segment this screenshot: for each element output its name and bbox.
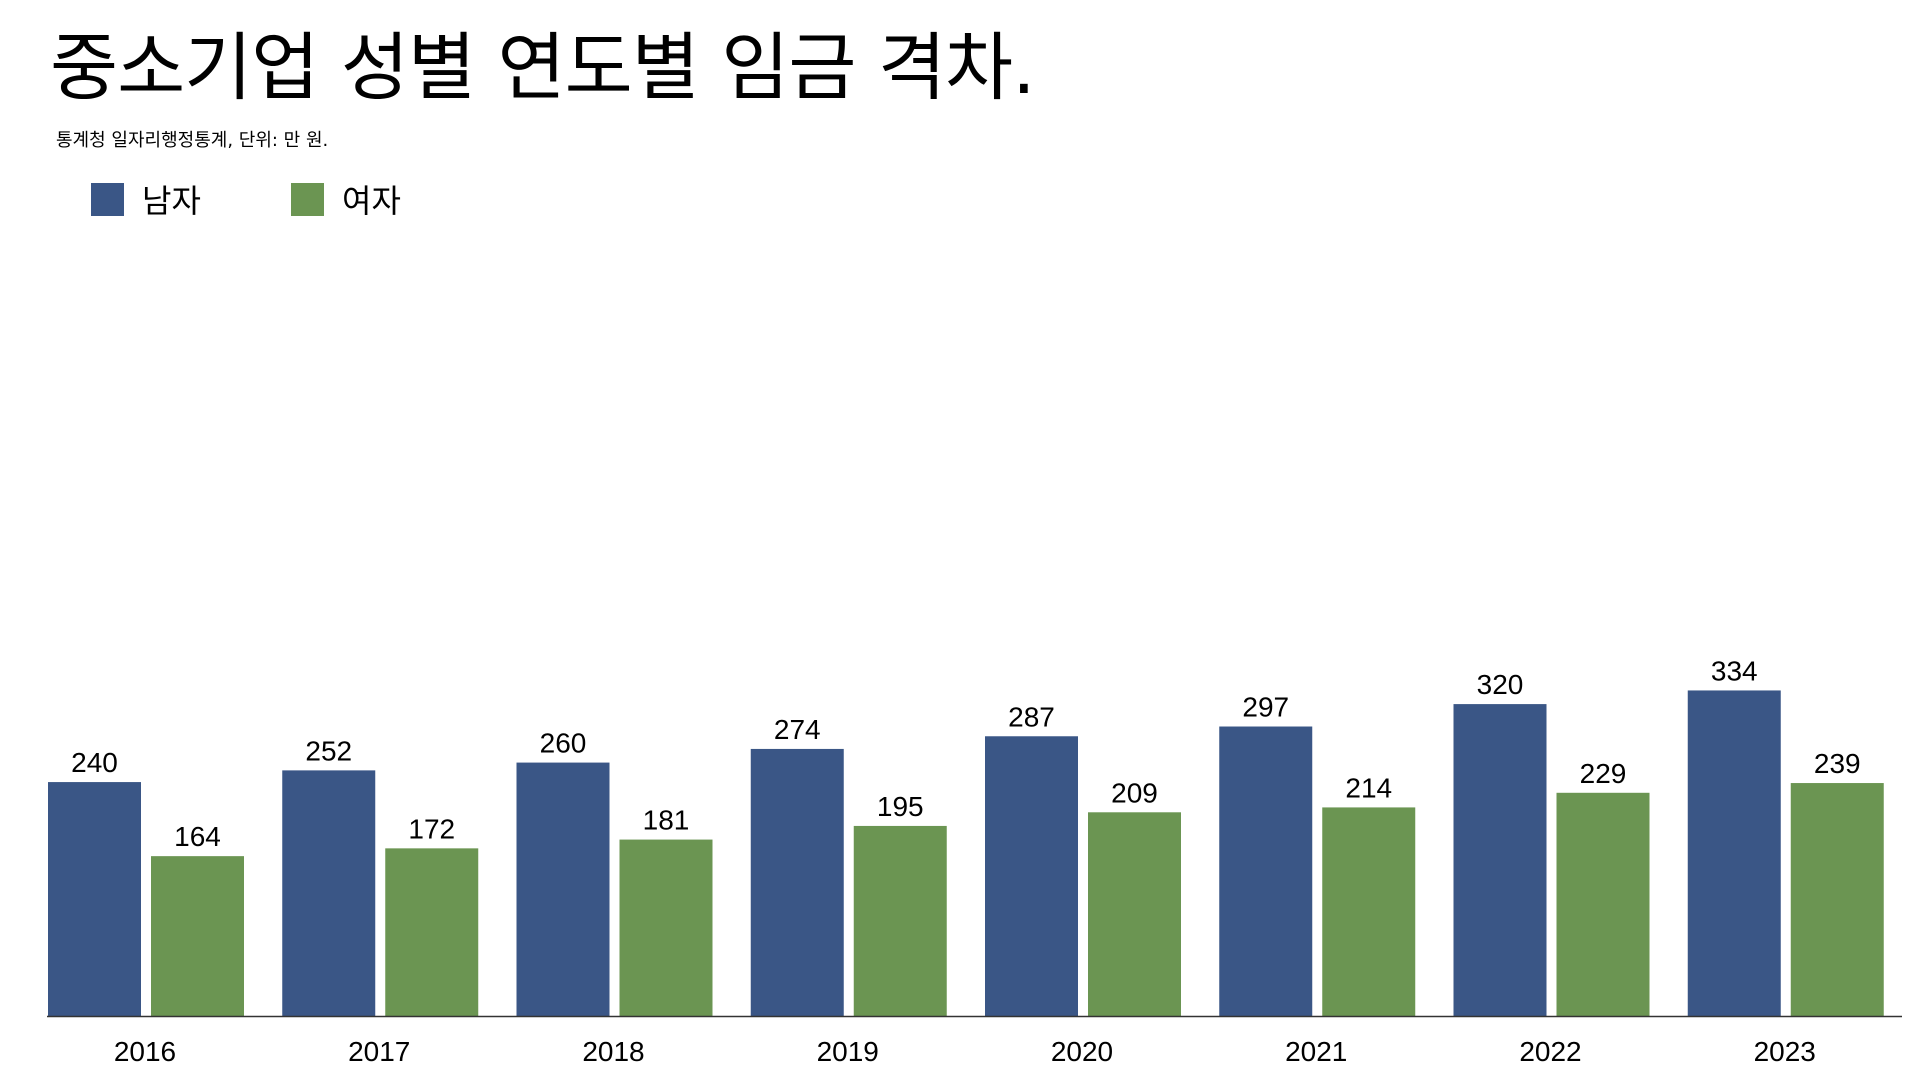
bar-male-2019	[750, 748, 844, 1016]
data-label-female-2021: 214	[1345, 772, 1392, 803]
bar-female-2019	[853, 825, 947, 1016]
data-label-male-2017: 252	[305, 735, 352, 766]
data-label-female-2019: 195	[877, 791, 924, 822]
data-label-female-2023: 239	[1814, 748, 1861, 779]
data-label-male-2023: 334	[1711, 655, 1758, 686]
legend-swatch-male	[91, 182, 124, 216]
data-label-male-2020: 287	[1008, 701, 1055, 732]
bar-male-2018	[516, 762, 610, 1016]
x-tick-label-2023: 2023	[1754, 1036, 1816, 1067]
bar-male-2023	[1687, 690, 1781, 1016]
bar-female-2017	[385, 848, 479, 1016]
x-tick-label-2021: 2021	[1285, 1036, 1347, 1067]
data-label-female-2016: 164	[174, 821, 221, 852]
bar-female-2016	[151, 856, 244, 1016]
bar-female-2023	[1790, 783, 1884, 1016]
legend-label-female: 여자	[342, 182, 401, 220]
data-label-male-2016: 240	[71, 747, 118, 778]
bar-male-2021	[1219, 726, 1313, 1016]
data-label-male-2019: 274	[774, 714, 821, 745]
bar-male-2017	[282, 770, 376, 1016]
legend-swatch-female	[291, 182, 324, 216]
chart-subtitle: 통계청 일자리행정통계, 단위: 만 원.	[56, 130, 329, 151]
legend: 남자 여자	[91, 176, 491, 222]
data-label-female-2022: 229	[1580, 758, 1627, 789]
x-tick-label-2018: 2018	[582, 1036, 644, 1067]
data-label-male-2018: 260	[540, 728, 587, 759]
data-label-female-2017: 172	[408, 813, 455, 844]
x-tick-label-2020: 2020	[1051, 1036, 1113, 1067]
bar-male-2016	[48, 782, 141, 1016]
data-label-female-2020: 209	[1111, 777, 1158, 808]
data-label-female-2018: 181	[643, 805, 690, 836]
data-label-male-2022: 320	[1477, 669, 1524, 700]
x-tick-label-2016: 2016	[114, 1036, 176, 1067]
x-tick-label-2017: 2017	[348, 1036, 410, 1067]
bar-female-2018	[619, 839, 713, 1016]
legend-label-male: 남자	[142, 182, 201, 220]
chart-title: 중소기업 성별 연도별 임금 격차.	[50, 25, 1036, 111]
legend-item-female: 여자	[291, 176, 491, 222]
bar-female-2020	[1088, 812, 1181, 1016]
bar-female-2021	[1322, 807, 1416, 1016]
data-label-male-2021: 297	[1242, 692, 1289, 723]
bar-female-2022	[1556, 792, 1650, 1016]
legend-item-male: 남자	[91, 176, 291, 222]
x-tick-label-2022: 2022	[1519, 1036, 1581, 1067]
bar-male-2022	[1453, 704, 1547, 1016]
bar-male-2020	[985, 736, 1078, 1016]
x-tick-label-2019: 2019	[817, 1036, 879, 1067]
